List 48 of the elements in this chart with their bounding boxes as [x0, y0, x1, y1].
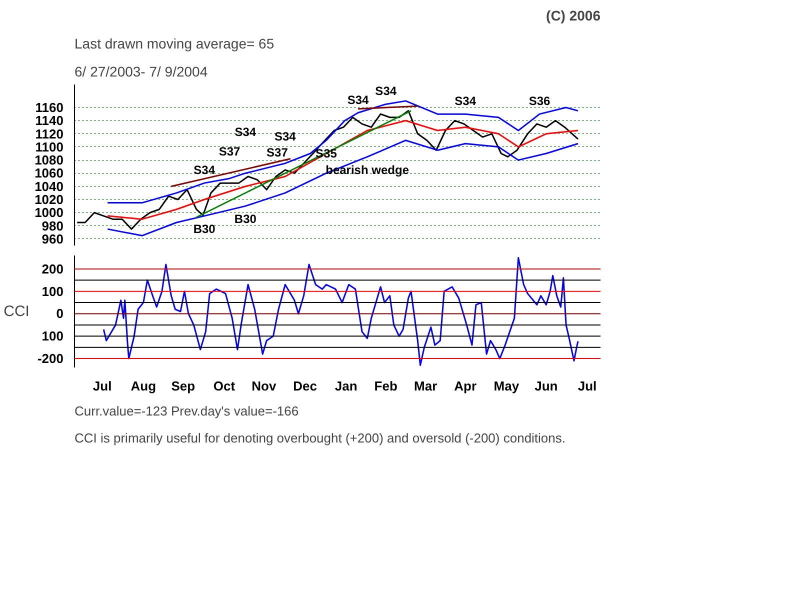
text: (C) 2006: [546, 8, 601, 24]
y-tick-label: 1040: [34, 178, 64, 194]
x-tick-label: Nov: [252, 378, 278, 394]
y-tick-label: 1120: [35, 126, 64, 142]
y-tick-label: 960: [42, 231, 64, 246]
annotation: B30: [234, 212, 257, 226]
x-tick-label: May: [494, 378, 520, 394]
text: Curr.value=-123 Prev.day's value=-166: [74, 404, 299, 418]
y-tick-label: 1160: [35, 100, 64, 115]
line-series: [106, 140, 579, 236]
annotation: S34: [454, 94, 476, 108]
annotation: S37: [266, 145, 288, 160]
y-tick-label: 0: [56, 306, 64, 322]
y-tick-label: 1080: [34, 152, 64, 168]
y-tick-label: 1000: [34, 205, 64, 220]
y-tick-label: 1140: [35, 113, 64, 128]
x-tick-label: Apr: [454, 378, 477, 394]
x-tick-label: Sep: [171, 378, 196, 394]
y-tick-label: 980: [42, 218, 64, 234]
x-tick-label: Jul: [578, 378, 597, 394]
annotation: S37: [218, 144, 241, 158]
x-tick-label: Mar: [414, 378, 438, 394]
x-tick-label: Jun: [534, 378, 558, 394]
chart-subtitle: 6/ 27/2003- 7/ 9/2004: [74, 64, 208, 80]
x-tick-label: Jan: [334, 378, 358, 394]
chart-title: Last drawn moving average= 65: [74, 36, 274, 52]
y-tick-label: 1020: [34, 192, 64, 207]
annotation: S34: [347, 92, 370, 107]
line-series: [102, 256, 579, 366]
annotation: S34: [234, 125, 256, 140]
annotation: S34: [274, 129, 296, 144]
annotation: B30: [193, 222, 216, 236]
annotation: S36: [528, 94, 551, 108]
x-tick-label: Feb: [374, 378, 398, 394]
y-tick-label: 1100: [35, 139, 64, 154]
annotation: S34: [194, 163, 216, 178]
text: CCI is primarily useful for denoting overbought (+200) and oversold (-200) conditions.: [74, 430, 566, 446]
annotation: S34: [375, 84, 397, 98]
x-tick-label: Aug: [130, 378, 156, 394]
y-tick-label: 100: [42, 328, 64, 344]
y-tick-label: 100: [42, 284, 64, 299]
x-tick-label: Jul: [92, 378, 112, 394]
y-tick-label: -200: [37, 351, 64, 366]
y-tick-label: 1060: [34, 166, 64, 181]
x-tick-label: Dec: [293, 378, 317, 394]
y-tick-label: 200: [42, 261, 64, 276]
y-axis-title: CCI: [4, 303, 30, 320]
x-tick-label: Oct: [213, 378, 236, 394]
